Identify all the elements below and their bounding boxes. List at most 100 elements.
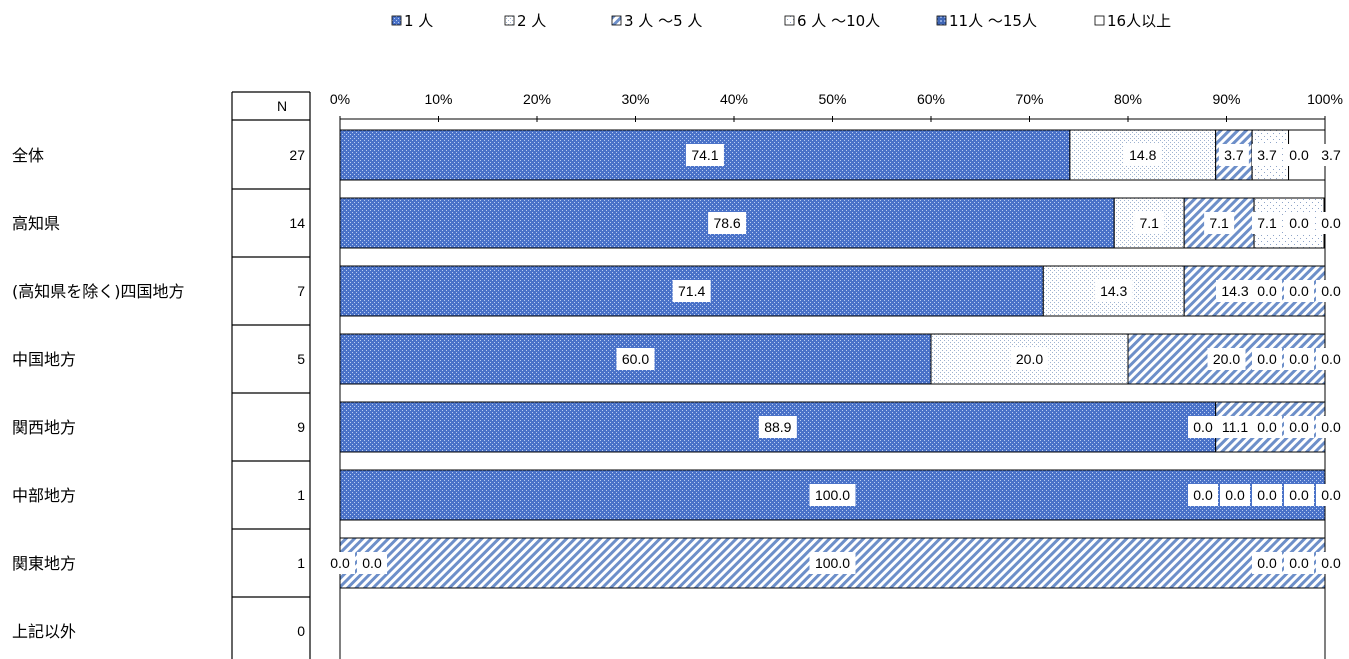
data-label: 0.0 [1316, 552, 1346, 574]
data-label: 0.0 [1252, 552, 1282, 574]
data-label: 0.0 [1252, 280, 1282, 302]
data-label: 7.1 [1134, 212, 1165, 234]
data-label-text: 0.0 [1257, 351, 1277, 367]
data-label: 0.0 [1252, 348, 1282, 370]
data-label: 7.1 [1204, 212, 1235, 234]
x-tick-label: 20% [523, 91, 551, 107]
data-label-text: 88.9 [764, 419, 791, 435]
data-label-box [1252, 348, 1282, 370]
data-label-text: 78.6 [713, 215, 740, 231]
x-tick-label: 50% [818, 91, 846, 107]
legend-swatch [391, 15, 402, 26]
data-label-text: 74.1 [691, 147, 718, 163]
data-label-box [1316, 144, 1346, 166]
data-label-text: 14.8 [1129, 147, 1156, 163]
data-label-text: 0.0 [1289, 351, 1309, 367]
bar-row: 88.9 0.0 11.1 0.0 0.0 0.0 [339, 401, 1346, 453]
n-value: 14 [289, 215, 305, 231]
legend: 1 人 2 人 3 人 〜5 人 6 人 〜10人 11人 〜15人 16人以上 [391, 12, 1171, 30]
data-label-box [1252, 484, 1282, 506]
data-label: 14.3 [1216, 280, 1254, 302]
n-value: 1 [297, 487, 305, 503]
data-label-text: 0.0 [1321, 283, 1341, 299]
data-label-text: 0.0 [1289, 487, 1309, 503]
x-tick-label: 40% [720, 91, 748, 107]
data-label-text: 0.0 [1193, 419, 1213, 435]
data-label-box [1284, 348, 1314, 370]
data-label: 0.0 [1188, 484, 1218, 506]
data-label: 11.1 [1216, 416, 1254, 438]
data-label: 0.0 [1316, 212, 1346, 234]
data-label: 100.0 [809, 552, 856, 574]
data-label-box [1252, 416, 1282, 438]
data-label-text: 0.0 [1225, 487, 1245, 503]
x-tick-label: 90% [1212, 91, 1240, 107]
data-label-box [1188, 416, 1218, 438]
x-tick-label: 80% [1114, 91, 1142, 107]
data-label: 88.9 [758, 416, 797, 438]
data-label-box [1284, 144, 1314, 166]
plot-area: 74.1 14.8 3.7 3.7 0.0 3.778.6 7.1 7.1 7.1 0.0 0.07… [325, 129, 1346, 589]
data-label: 7.1 [1252, 212, 1282, 234]
legend-label: 6 人 〜10人 [797, 12, 880, 30]
data-label-text: 100.0 [815, 487, 850, 503]
category-label: (高知県を除く)四国地方 [12, 282, 185, 301]
data-label-box [672, 280, 711, 302]
data-label-text: 0.0 [1257, 419, 1277, 435]
data-label-box [1252, 280, 1282, 302]
bar-row: 74.1 14.8 3.7 3.7 0.0 3.7 [339, 129, 1346, 181]
data-label-text: 0.0 [1321, 215, 1341, 231]
data-label-text: 11.1 [1222, 419, 1248, 435]
legend-item: 3 人 〜5 人 [611, 12, 702, 30]
data-label-box [1204, 212, 1235, 234]
data-label-text: 3.7 [1257, 147, 1277, 163]
data-label: 0.0 [1252, 416, 1282, 438]
data-label-text: 0.0 [1289, 147, 1309, 163]
data-label-text: 14.3 [1221, 283, 1248, 299]
data-label: 60.0 [616, 348, 655, 370]
data-label: 3.7 [1218, 144, 1249, 166]
data-label: 0.0 [1284, 280, 1314, 302]
data-label-box [1284, 280, 1314, 302]
data-label: 3.7 [1252, 144, 1282, 166]
data-label-box [1010, 348, 1049, 370]
data-label-text: 100.0 [815, 555, 850, 571]
data-label-text: 3.7 [1224, 147, 1244, 163]
data-label-text: 20.0 [1213, 351, 1240, 367]
data-label-box [1216, 416, 1254, 438]
data-label-box [1188, 484, 1218, 506]
data-label-text: 7.1 [1139, 215, 1159, 231]
data-label-box [1094, 280, 1133, 302]
legend-swatch [504, 15, 515, 26]
data-label-text: 0.0 [1321, 487, 1341, 503]
data-label-box [1316, 416, 1346, 438]
data-label: 0.0 [357, 552, 387, 574]
data-label: 0.0 [1284, 212, 1314, 234]
bar-segment [930, 333, 1129, 385]
data-label-box [685, 144, 724, 166]
bar-row: 78.6 7.1 7.1 7.1 0.0 0.0 [339, 197, 1346, 249]
data-label-text: 60.0 [622, 351, 649, 367]
data-label-text: 7.1 [1257, 215, 1277, 231]
data-label-box [1316, 348, 1346, 370]
legend-label: 3 人 〜5 人 [624, 12, 702, 30]
data-label-text: 14.3 [1100, 283, 1127, 299]
legend-label: 2 人 [517, 12, 546, 30]
data-label: 20.0 [1207, 348, 1246, 370]
data-label-text: 0.0 [330, 555, 350, 571]
data-label: 0.0 [1316, 348, 1346, 370]
data-label-box [1284, 552, 1314, 574]
data-label: 0.0 [1284, 348, 1314, 370]
data-label-box [616, 348, 655, 370]
data-label-box [708, 212, 747, 234]
legend-item: 11人 〜15人 [936, 12, 1037, 30]
data-label-text: 0.0 [1321, 555, 1341, 571]
data-label: 0.0 [325, 552, 355, 574]
x-tick-label: 100% [1307, 91, 1343, 107]
data-label-box [809, 552, 856, 574]
legend-label: 16人以上 [1107, 12, 1171, 30]
data-label-box [1123, 144, 1162, 166]
data-label-text: 20.0 [1016, 351, 1043, 367]
